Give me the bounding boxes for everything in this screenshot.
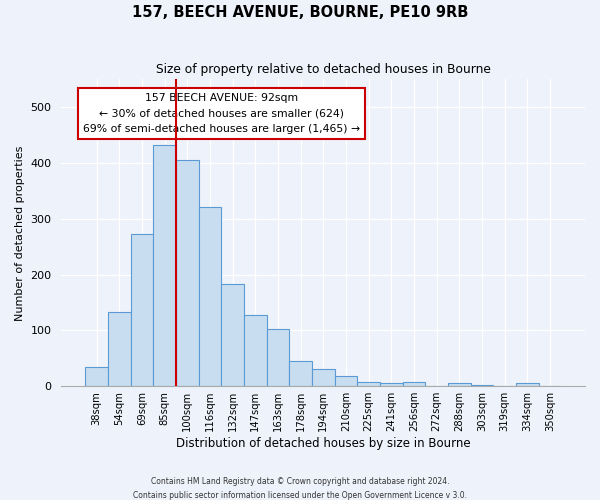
X-axis label: Distribution of detached houses by size in Bourne: Distribution of detached houses by size … — [176, 437, 470, 450]
Bar — [108, 312, 131, 386]
Bar — [357, 382, 380, 386]
Bar — [470, 385, 493, 386]
Bar — [403, 382, 425, 386]
Title: Size of property relative to detached houses in Bourne: Size of property relative to detached ho… — [156, 62, 491, 76]
Text: 157 BEECH AVENUE: 92sqm
← 30% of detached houses are smaller (624)
69% of semi-d: 157 BEECH AVENUE: 92sqm ← 30% of detache… — [83, 93, 359, 134]
Bar — [516, 384, 539, 386]
Bar — [199, 206, 221, 386]
Bar — [153, 146, 176, 386]
Text: Contains HM Land Registry data © Crown copyright and database right 2024.
Contai: Contains HM Land Registry data © Crown c… — [133, 478, 467, 500]
Bar — [289, 360, 312, 386]
Bar — [266, 329, 289, 386]
Bar — [85, 366, 108, 386]
Bar — [335, 376, 357, 386]
Bar — [380, 383, 403, 386]
Bar — [312, 370, 335, 386]
Y-axis label: Number of detached properties: Number of detached properties — [15, 145, 25, 320]
Bar — [221, 284, 244, 386]
Bar — [448, 384, 470, 386]
Bar — [131, 234, 153, 386]
Bar — [176, 160, 199, 386]
Bar — [244, 316, 266, 386]
Text: 157, BEECH AVENUE, BOURNE, PE10 9RB: 157, BEECH AVENUE, BOURNE, PE10 9RB — [132, 5, 468, 20]
